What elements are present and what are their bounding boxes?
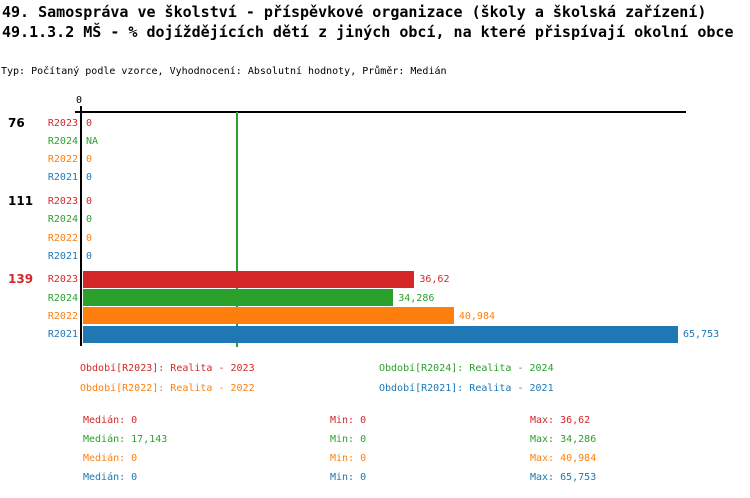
- stat-median-R2024: Medián: 17,143: [83, 434, 168, 445]
- row-label-76-R2022: R2022: [47, 154, 78, 166]
- stat-median-R2023: Medián: 0: [83, 415, 138, 426]
- stat-max-R2021: Max: 65,753: [530, 472, 597, 483]
- axis-tick-zero: 0: [76, 95, 83, 106]
- row-value-111-R2021: 0: [86, 250, 93, 262]
- row-label-76-R2021: R2021: [47, 172, 78, 184]
- stat-max-R2024: Max: 34,286: [530, 434, 597, 445]
- stat-min-R2022: Min: 0: [330, 453, 367, 464]
- x-axis-line: [75, 111, 686, 113]
- row-label-111-R2022: R2022: [47, 232, 78, 244]
- row-value-76-R2024: NA: [86, 135, 99, 147]
- page-title-line1: 49. Samospráva ve školství - příspěvkové…: [2, 3, 707, 21]
- row-label-111-R2024: R2024: [47, 214, 78, 226]
- stat-median-R2021: Medián: 0: [83, 472, 138, 483]
- stat-min-R2023: Min: 0: [330, 415, 367, 426]
- row-value-76-R2023: 0: [86, 117, 93, 129]
- bar-139-R2024: [83, 289, 394, 307]
- row-value-139-R2024: 34,286: [398, 292, 435, 304]
- row-value-76-R2022: 0: [86, 154, 93, 166]
- stat-max-R2022: Max: 40,984: [530, 453, 597, 464]
- row-value-111-R2022: 0: [86, 232, 93, 244]
- page-title-line2: 49.1.3.2 MŠ - % dojíždějících dětí z jin…: [2, 23, 734, 41]
- row-label-111-R2023: R2023: [47, 196, 78, 207]
- legend-item-R2024: Období[R2024]: Realita - 2024: [379, 363, 554, 374]
- row-label-139-R2023: R2023: [47, 274, 78, 286]
- row-value-111-R2023: 0: [86, 196, 93, 207]
- stat-min-R2024: Min: 0: [330, 434, 367, 445]
- row-value-139-R2023: 36,62: [419, 274, 450, 286]
- row-value-111-R2024: 0: [86, 214, 93, 226]
- stat-median-R2022: Medián: 0: [83, 453, 138, 464]
- row-label-111-R2021: R2021: [47, 250, 78, 262]
- row-label-139-R2022: R2022: [47, 310, 78, 322]
- chart-meta-info: Typ: Počítaný podle vzorce, Vyhodnocení:…: [1, 66, 447, 77]
- median-line: [236, 112, 238, 347]
- bar-139-R2023: [83, 270, 415, 288]
- y-axis-line: [80, 106, 82, 346]
- bar-139-R2022: [83, 307, 454, 325]
- legend-item-R2022: Období[R2022]: Realita - 2022: [80, 383, 255, 394]
- legend-item-R2023: Období[R2023]: Realita - 2023: [80, 363, 255, 374]
- stat-max-R2023: Max: 36,62: [530, 415, 591, 426]
- group-label-111: 111: [8, 194, 34, 208]
- group-label-139: 139: [8, 272, 34, 287]
- row-label-76-R2024: R2024: [47, 135, 78, 147]
- stat-min-R2021: Min: 0: [330, 472, 367, 483]
- row-value-76-R2021: 0: [86, 172, 93, 184]
- row-value-139-R2022: 40,984: [458, 310, 495, 322]
- row-label-76-R2023: R2023: [47, 117, 78, 129]
- group-label-76: 76: [8, 115, 25, 130]
- row-value-139-R2021: 65,753: [683, 329, 720, 341]
- row-label-139-R2021: R2021: [47, 329, 78, 341]
- legend-item-R2021: Období[R2021]: Realita - 2021: [379, 383, 554, 394]
- bar-139-R2021: [83, 325, 678, 343]
- row-label-139-R2024: R2024: [47, 292, 78, 304]
